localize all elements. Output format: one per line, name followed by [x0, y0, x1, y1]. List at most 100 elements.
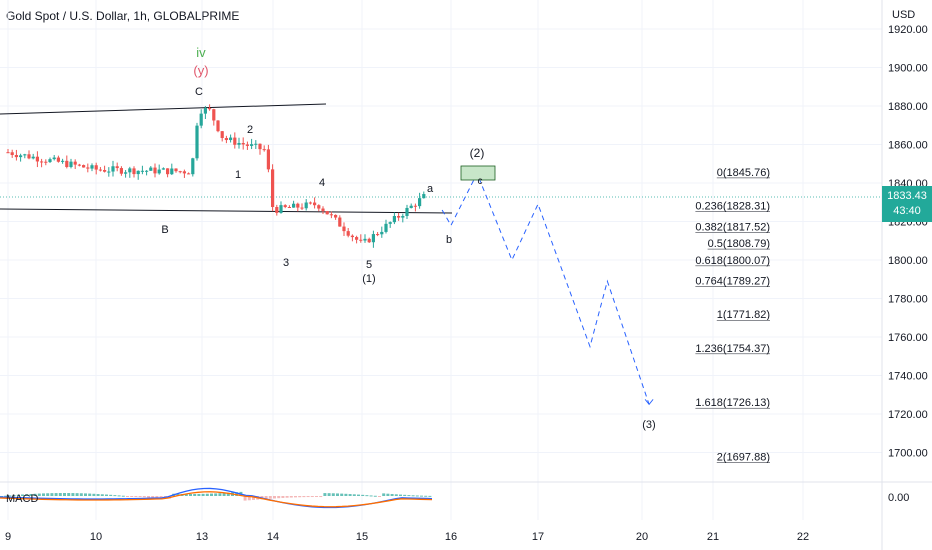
projection-polyline — [441, 172, 650, 405]
candle-body — [119, 168, 123, 174]
candle-body — [258, 143, 262, 150]
macd-histogram-bar — [247, 496, 251, 501]
candle-body — [250, 144, 254, 146]
price-tick-label: 1880.00 — [888, 101, 928, 113]
wave-label-1: 1 — [235, 169, 241, 181]
wave-label-1: (1) — [362, 273, 375, 285]
candle-body — [338, 217, 342, 227]
macd-histogram-bar — [46, 493, 50, 496]
macd-histogram-bar — [100, 494, 104, 496]
macd-histogram-bar — [357, 494, 360, 496]
macd-histogram-bar — [96, 494, 100, 496]
candle-body — [292, 203, 296, 208]
candle-body — [371, 234, 375, 243]
candle-body — [363, 238, 367, 241]
macd-histogram-bar — [58, 493, 62, 496]
wave-label-2: 2 — [247, 124, 253, 136]
candle-body — [367, 238, 371, 243]
candle-body — [136, 170, 140, 175]
candle-body — [56, 157, 60, 162]
fib-level-label: 2(1697.88) — [717, 452, 770, 464]
candle-body — [418, 198, 422, 207]
candle-body — [48, 159, 52, 163]
candle-body — [388, 222, 392, 224]
candle-body — [103, 169, 107, 172]
candle-body — [325, 211, 329, 215]
macd-histogram-bar — [159, 496, 163, 499]
macd-histogram-bar — [16, 494, 20, 496]
candle-body — [359, 239, 363, 241]
wave-labels: iv (y) C B 1 2 3 4 5 (1) a b c (2) (3) — [161, 45, 655, 431]
macd-histogram-bar — [193, 493, 197, 496]
time-tick-label: 14 — [267, 531, 279, 543]
macd-histogram-bar — [92, 493, 96, 496]
macd-histogram-bar — [298, 496, 302, 498]
candle-body — [350, 235, 354, 238]
macd-label: MACD — [6, 493, 39, 505]
macd-histogram-bar — [340, 493, 344, 496]
candle-body — [149, 167, 153, 171]
candle-body — [376, 234, 380, 236]
candle-body — [384, 223, 388, 232]
candle-body — [283, 205, 287, 208]
candle-body — [254, 143, 258, 145]
candle-body — [413, 205, 417, 207]
macd-histogram-bar — [201, 493, 205, 496]
candle-body — [111, 166, 115, 172]
candle-body — [422, 194, 426, 199]
projection-arrowhead — [644, 399, 654, 406]
macd-histogram-bar — [373, 495, 377, 497]
fib-level-label: 1(1771.82) — [717, 309, 770, 321]
candle-body — [355, 237, 359, 240]
candle-body — [262, 149, 266, 151]
macd-histogram-bar — [424, 495, 428, 497]
macd-histogram-bar — [264, 496, 268, 500]
channel-upper-line — [0, 103, 327, 115]
candle-body — [140, 170, 144, 172]
macd-histogram-bar — [197, 493, 201, 496]
macd-histogram-bar — [285, 496, 289, 498]
time-tick-label: 13 — [196, 531, 208, 543]
macd-histogram-bar — [390, 494, 394, 496]
wave-label-3: 3 — [283, 257, 289, 269]
candle-body — [346, 231, 350, 236]
projection-path — [441, 172, 654, 406]
candle-body — [296, 203, 300, 208]
candle-body — [342, 226, 346, 232]
macd-histogram-bar — [226, 492, 230, 496]
target-zone-box[interactable] — [460, 165, 496, 181]
candle-body — [35, 156, 39, 162]
wave-label-y: (y) — [193, 63, 208, 78]
candle-body — [128, 168, 132, 173]
candle-body — [182, 171, 186, 174]
macd-histogram-bar — [109, 494, 113, 496]
candle-body — [6, 152, 10, 154]
candle-body — [157, 169, 161, 174]
macd-histogram-bar — [365, 495, 369, 497]
fib-level-label: 0.5(1808.79) — [708, 238, 770, 250]
macd-histogram-bar — [399, 494, 402, 496]
candle-body — [31, 156, 35, 159]
candle-body — [203, 108, 207, 114]
grid-lines — [0, 0, 882, 520]
bar-countdown: 43:40 — [893, 205, 921, 217]
candle-body — [40, 161, 44, 163]
time-tick-label: 16 — [445, 531, 457, 543]
macd-histogram-bar — [134, 496, 138, 497]
macd-tick-label: 0.00 — [888, 492, 909, 504]
candle-body — [90, 165, 94, 169]
macd-histogram-bar — [71, 493, 75, 496]
macd-histogram-bar — [176, 493, 180, 496]
macd-histogram-bar — [210, 493, 213, 496]
macd-histogram-bar — [222, 492, 226, 496]
macd-histogram-bar — [411, 495, 415, 497]
macd-histogram-bar — [369, 495, 373, 497]
macd-histogram-bar — [415, 495, 419, 497]
macd-histogram-bar — [8, 495, 12, 497]
candle-body — [187, 173, 191, 175]
candle-body — [220, 131, 224, 138]
currency-label: USD — [892, 9, 916, 21]
macd-histogram-bar — [289, 496, 293, 498]
wave-label-a: a — [427, 183, 434, 195]
